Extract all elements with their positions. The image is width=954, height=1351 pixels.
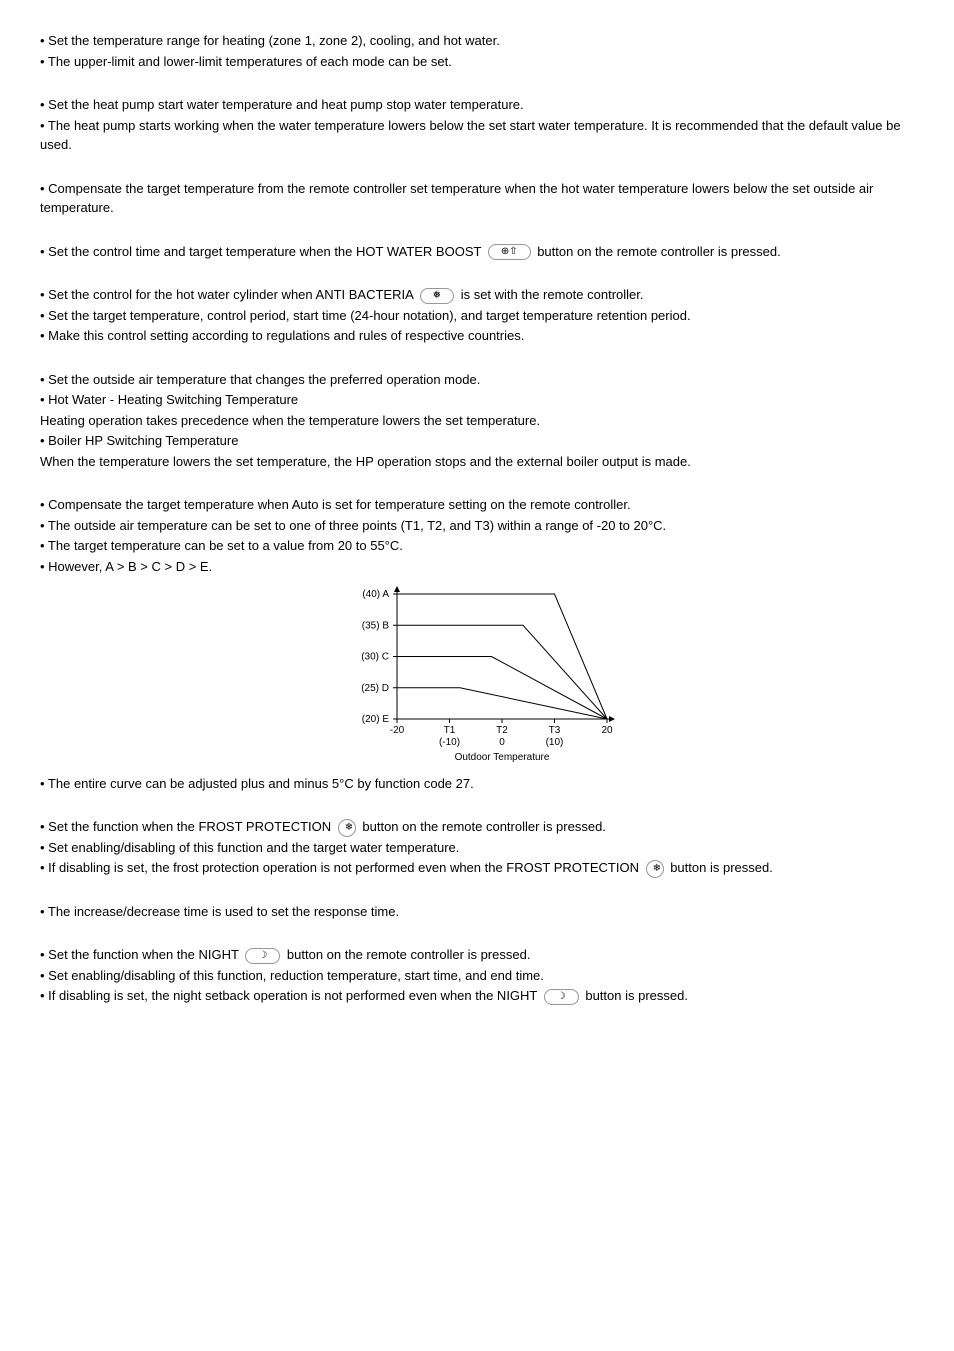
bullet-text: • Set the function when the NIGHT ☽ butt… [40,945,914,965]
section-temp-range: • Set the temperature range for heating … [40,31,914,71]
text-fragment: • If disabling is set, the frost protect… [40,860,643,875]
svg-text:0: 0 [499,737,505,748]
svg-text:Outdoor Temperature: Outdoor Temperature [455,752,550,763]
text-fragment: button on the remote controller is press… [362,819,606,834]
hot-water-boost-icon: ⊕⇧ [488,244,531,260]
bullet-text: • Set the heat pump start water temperat… [40,95,914,115]
bullet-text: • Set the temperature range for heating … [40,31,914,51]
bullet-text: Heating operation takes precedence when … [40,411,914,431]
svg-text:T1: T1 [444,725,456,736]
svg-text:(40) A: (40) A [362,589,389,600]
bullet-text: • Set enabling/disabling of this functio… [40,966,914,986]
text-fragment: button is pressed. [585,988,688,1003]
section-anti-bacteria: • Set the control for the hot water cyli… [40,285,914,346]
bullet-text: • Set the control for the hot water cyli… [40,285,914,305]
section-heat-pump: • Set the heat pump start water temperat… [40,95,914,155]
bullet-text: • Compensate the target temperature from… [40,179,914,218]
svg-text:T2: T2 [496,725,508,736]
night-icon: ☽ [544,989,579,1005]
text-fragment: button is pressed. [670,860,773,875]
svg-text:-20: -20 [390,725,405,736]
bullet-text: • If disabling is set, the frost protect… [40,858,914,878]
text-fragment: • Set the control for the hot water cyli… [40,287,417,302]
section-frost-protection: • Set the function when the FROST PROTEC… [40,817,914,878]
bullet-text: • The entire curve can be adjusted plus … [40,774,914,794]
text-fragment: • If disabling is set, the night setback… [40,988,541,1003]
temperature-curve-chart: (40) A (35) B (30) C (25) D (20) E-20 T1(-10)… [40,584,914,770]
svg-text:(30) C: (30) C [361,652,389,663]
section-hot-water-boost: • Set the control time and target temper… [40,242,914,262]
section-auto-compensate: • Compensate the target temperature when… [40,495,914,576]
bullet-text: • Set the function when the FROST PROTEC… [40,817,914,837]
svg-text:(20) E: (20) E [362,714,390,725]
section-response-time: • The increase/decrease time is used to … [40,902,914,922]
bullet-text: • Hot Water - Heating Switching Temperat… [40,390,914,410]
svg-text:(10): (10) [546,737,564,748]
bullet-text: • Compensate the target temperature when… [40,495,914,515]
section-compensate-target: • Compensate the target temperature from… [40,179,914,218]
bullet-text: • Set the outside air temperature that c… [40,370,914,390]
section-night: • Set the function when the NIGHT ☽ butt… [40,945,914,1006]
anti-bacteria-icon: ❅ [420,288,454,304]
text-fragment: • Set the function when the NIGHT [40,947,242,962]
text-fragment: button on the remote controller is press… [287,947,531,962]
section-switching-temp: • Set the outside air temperature that c… [40,370,914,472]
svg-text:(25) D: (25) D [361,683,389,694]
bullet-text: • Set the target temperature, control pe… [40,306,914,326]
frost-protection-icon: ❄ [338,819,356,837]
svg-text:(35) B: (35) B [362,620,390,631]
text-fragment: • Set the function when the FROST PROTEC… [40,819,335,834]
bullet-text: • Boiler HP Switching Temperature [40,431,914,451]
chart-svg: (40) A (35) B (30) C (25) D (20) E-20 T1(-10)… [327,584,627,764]
bullet-text: • The increase/decrease time is used to … [40,902,914,922]
bullet-text: When the temperature lowers the set temp… [40,452,914,472]
svg-text:T3: T3 [549,725,561,736]
text-fragment: • Set the control time and target temper… [40,244,485,259]
bullet-text: • The heat pump starts working when the … [40,116,914,155]
bullet-text: • Set the control time and target temper… [40,242,914,262]
bullet-text: • The target temperature can be set to a… [40,536,914,556]
bullet-text: • The outside air temperature can be set… [40,516,914,536]
svg-text:20: 20 [601,725,613,736]
bullet-text: • Set enabling/disabling of this functio… [40,838,914,858]
text-fragment: button on the remote controller is press… [537,244,781,259]
section-curve-adjust: • The entire curve can be adjusted plus … [40,774,914,794]
bullet-text: • If disabling is set, the night setback… [40,986,914,1006]
frost-protection-icon: ❄ [646,860,664,878]
text-fragment: is set with the remote controller. [461,287,644,302]
bullet-text: • The upper-limit and lower-limit temper… [40,52,914,72]
bullet-text: • Make this control setting according to… [40,326,914,346]
bullet-text: • However, A > B > C > D > E. [40,557,914,577]
night-icon: ☽ [245,948,280,964]
svg-text:(-10): (-10) [439,737,460,748]
